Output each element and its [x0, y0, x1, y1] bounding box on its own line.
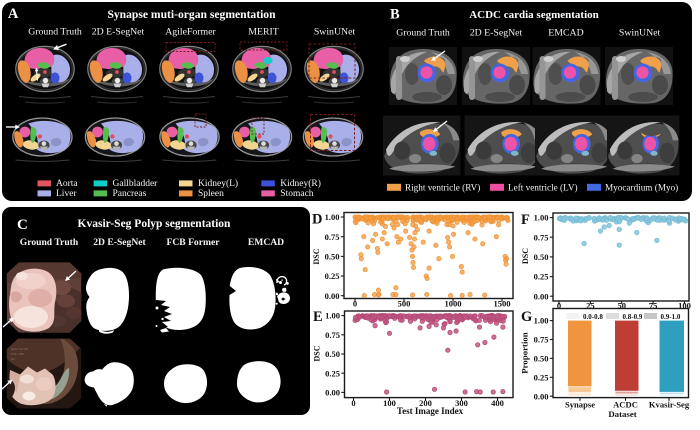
svg-text:SwinUNet: SwinUNet	[314, 27, 356, 38]
svg-text:AgileFormer: AgileFormer	[165, 27, 216, 38]
svg-text:1.00: 1.00	[325, 212, 340, 222]
svg-text:ACDC cardia segmentation: ACDC cardia segmentation	[469, 9, 599, 21]
svg-text:Synapse muti-organ segmentatio: Synapse muti-organ segmentation	[107, 8, 276, 21]
svg-text:0.0-0.8: 0.0-0.8	[583, 313, 603, 321]
svg-text:25: 25	[586, 300, 595, 310]
svg-text:G: G	[521, 309, 532, 325]
svg-text:Gallbladder: Gallbladder	[113, 179, 159, 189]
svg-text:0.25: 0.25	[534, 372, 549, 382]
svg-text:MERIT: MERIT	[248, 27, 278, 38]
svg-text:0.25: 0.25	[534, 272, 549, 282]
svg-text:P 24 c 388: P 24 c 388	[11, 352, 24, 356]
svg-text:Spleen: Spleen	[198, 189, 224, 199]
svg-text:Kvasir-Seg Polyp segmentation: Kvasir-Seg Polyp segmentation	[78, 218, 232, 230]
svg-text:1.00: 1.00	[325, 311, 340, 321]
svg-text:DSC: DSC	[521, 248, 530, 264]
svg-text:0: 0	[353, 299, 357, 309]
svg-text:DSC: DSC	[312, 248, 321, 264]
svg-text:A: A	[8, 6, 19, 22]
svg-text:50: 50	[617, 300, 626, 310]
svg-text:Ground Truth: Ground Truth	[396, 28, 450, 39]
svg-text:75: 75	[649, 300, 658, 310]
svg-text:D: D	[312, 212, 322, 228]
svg-text:0.8-0.9: 0.8-0.9	[623, 313, 643, 321]
svg-text:Synapse: Synapse	[565, 400, 595, 410]
svg-text:400: 400	[491, 398, 504, 408]
svg-text:0.50: 0.50	[534, 252, 549, 262]
svg-text:2D E-SegNet: 2D E-SegNet	[93, 237, 146, 248]
svg-text:500: 500	[398, 299, 411, 309]
svg-text:C: C	[17, 217, 28, 233]
svg-text:0.50: 0.50	[534, 354, 549, 364]
svg-text:0.75: 0.75	[534, 232, 549, 242]
svg-text:0.75: 0.75	[325, 330, 340, 340]
svg-text:0.00: 0.00	[325, 388, 340, 398]
svg-text:Dataset: Dataset	[608, 409, 636, 419]
svg-text:0.25: 0.25	[325, 368, 340, 378]
svg-text:Kidney(L): Kidney(L)	[198, 178, 238, 189]
svg-text:Left ventricle (LV): Left ventricle (LV)	[508, 183, 578, 193]
svg-text:Pancreas: Pancreas	[113, 189, 147, 199]
svg-text:0: 0	[557, 300, 561, 310]
svg-text:300: 300	[455, 398, 468, 408]
svg-text:Myocardium (Myo): Myocardium (Myo)	[605, 183, 678, 193]
svg-text:0.50: 0.50	[325, 349, 340, 359]
svg-text:Ground Truth: Ground Truth	[20, 237, 79, 248]
svg-text:0.00: 0.00	[534, 391, 549, 401]
svg-text:Right ventricle (RV): Right ventricle (RV)	[405, 183, 480, 193]
svg-text:DSC: DSC	[313, 345, 322, 361]
svg-text:0.75: 0.75	[534, 335, 549, 345]
svg-text:FCB Former: FCB Former	[166, 237, 220, 248]
svg-text:200: 200	[419, 398, 432, 408]
svg-text:0.75: 0.75	[325, 232, 340, 242]
svg-text:B: B	[390, 7, 400, 23]
svg-text:F: F	[521, 212, 530, 228]
svg-text:0.00: 0.00	[325, 291, 340, 301]
svg-text:1000: 1000	[445, 299, 462, 309]
svg-text:EMCAD: EMCAD	[548, 28, 583, 39]
svg-text:im std 327 08: im std 327 08	[11, 347, 28, 351]
svg-text:100: 100	[678, 300, 691, 310]
svg-text:ht2: ht2	[11, 357, 15, 361]
svg-text:E: E	[313, 309, 323, 325]
svg-text:Aorta: Aorta	[56, 179, 78, 189]
svg-text:0.9-1.0: 0.9-1.0	[661, 313, 681, 321]
svg-text:Kidney(R): Kidney(R)	[280, 178, 321, 189]
svg-text:1.00: 1.00	[534, 213, 549, 223]
svg-text:100: 100	[383, 398, 396, 408]
svg-text:0.25: 0.25	[325, 271, 340, 281]
svg-text:Stomach: Stomach	[280, 189, 313, 199]
svg-text:Proportion: Proportion	[520, 332, 530, 373]
svg-text:2D E-SegNet: 2D E-SegNet	[92, 27, 145, 38]
svg-text:Ground Truth: Ground Truth	[28, 27, 82, 38]
svg-text:0.00: 0.00	[534, 291, 549, 301]
svg-text:Test Image Index: Test Image Index	[397, 406, 464, 416]
svg-text:ACDC: ACDC	[613, 400, 638, 410]
svg-text:2D E-SegNet: 2D E-SegNet	[470, 28, 523, 39]
svg-text:SwinUNet: SwinUNet	[619, 28, 661, 39]
svg-text:0: 0	[351, 398, 355, 408]
svg-text:1.00: 1.00	[534, 316, 549, 326]
svg-text:1500: 1500	[494, 299, 511, 309]
svg-text:0.50: 0.50	[325, 252, 340, 262]
svg-text:Liver: Liver	[56, 189, 77, 199]
svg-text:Kvasir-Seg: Kvasir-Seg	[649, 400, 690, 410]
svg-text:EMCAD: EMCAD	[248, 237, 284, 248]
